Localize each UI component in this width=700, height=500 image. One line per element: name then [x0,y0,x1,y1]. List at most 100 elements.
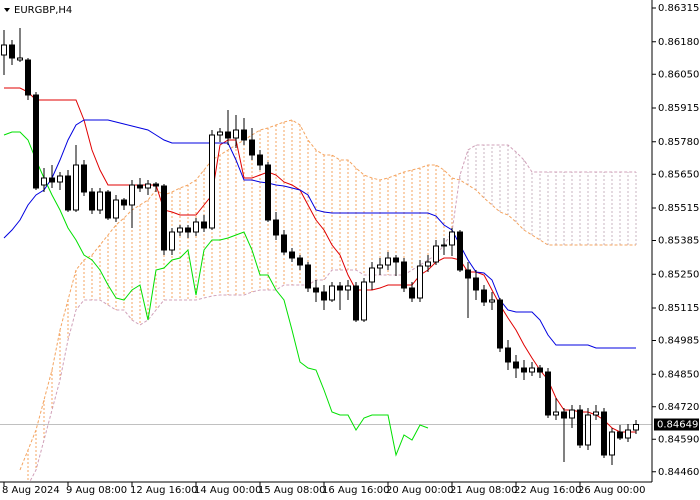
candle-body [633,424,639,431]
candle-body [585,414,591,446]
candle-body [201,221,207,229]
candle-body [41,177,47,186]
candle-body [33,94,39,189]
candle-body [409,287,415,299]
candle-body [449,231,455,246]
y-tick-label: 0.86050 [658,69,699,80]
candle-body [281,234,287,253]
candle-body [137,184,143,189]
candle-body [337,285,343,291]
y-tick-label: 0.84720 [658,402,699,413]
y-tick-label: 0.84850 [658,369,699,380]
candle-body [225,131,231,139]
candle-body [17,57,23,61]
candle-body [185,227,191,233]
axes: 0.86315 0.86180 0.86050 0.85915 0.85780 0.856… [2,3,699,496]
x-tick-label: 26 Aug 00:00 [578,485,645,496]
candle-body [153,183,159,187]
candle-body [625,429,631,439]
candle-body [241,129,247,141]
y-tick-label: 0.85915 [658,103,699,114]
y-tick-label: 0.85385 [658,236,699,247]
candle-body [25,59,31,96]
y-tick-label: 0.85515 [658,203,699,214]
symbol-menu-icon[interactable] [4,8,10,12]
candle-body [473,277,479,291]
y-tick-label: 0.85780 [658,137,699,148]
candle-body [1,44,7,56]
last-price-box [654,418,699,431]
candle-body [265,164,271,221]
candle-body [321,291,327,301]
candle-body [57,175,63,183]
cloud-boundary [19,119,636,471]
x-tick-label: 8 Aug 2024 [2,485,60,496]
candle-body [457,231,463,271]
candle-body [97,191,103,211]
candle-body [297,257,303,266]
y-tick-label: 0.86180 [658,37,699,48]
candle-body [497,299,503,349]
candle-body [609,431,615,456]
candle-body [273,219,279,236]
candle-body [521,367,527,373]
candle-body [417,265,423,299]
candle-body [489,299,495,303]
x-tick-label: 16 Aug 16:00 [322,485,389,496]
indicator-line [3,119,636,349]
candle-body [209,134,215,229]
candle-body [313,287,319,293]
candle-body [145,183,151,189]
candle-body [105,191,111,219]
y-tick-label: 0.85115 [658,303,699,314]
candle-body [361,281,367,321]
candle-body [369,267,375,283]
x-tick-label: 22 Aug 16:00 [514,485,581,496]
y-tick-label: 0.85250 [658,269,699,280]
candle-body [385,257,391,266]
candle-body [401,261,407,289]
y-tick-label: 0.85650 [658,169,699,180]
candle-body [257,154,263,166]
x-tick-label: 21 Aug 08:00 [450,485,517,496]
candle-body [193,221,199,233]
cloud-boundary [29,144,636,482]
candle-body [177,227,183,233]
indicator-line [3,131,429,457]
candle-body [121,199,127,206]
candle-body [73,164,79,211]
candle-body [289,251,295,259]
candle-body [161,185,167,251]
candle-body [249,139,255,156]
candle-body [353,285,359,321]
y-tick-label: 0.84460 [658,467,699,478]
x-tick-label: 15 Aug 08:00 [258,485,325,496]
y-tick-label: 0.84590 [658,434,699,445]
candle-body [593,411,599,416]
candle-body [553,411,559,416]
candle-body [577,409,583,446]
x-tick-label: 9 Aug 08:00 [66,485,127,496]
candle-body [561,411,567,419]
plot-area [0,28,652,482]
x-tick-label: 14 Aug 00:00 [194,485,261,496]
y-tick-label: 0.84985 [658,336,699,347]
candle-body [433,245,439,263]
candle-body [113,199,119,219]
last-price-label: 0.84649 [657,420,698,431]
candle-body [529,367,535,373]
candle-body [441,244,447,247]
x-tick-label: 20 Aug 00:00 [386,485,453,496]
candle-body [89,191,95,211]
candle-body [49,177,55,183]
candle-body [305,264,311,289]
indicator-line [4,87,636,433]
candle-body [393,257,399,263]
y-tick-label: 0.86315 [658,3,699,14]
candle-body [513,361,519,369]
candle-body [601,411,607,456]
candle-body [481,289,487,303]
